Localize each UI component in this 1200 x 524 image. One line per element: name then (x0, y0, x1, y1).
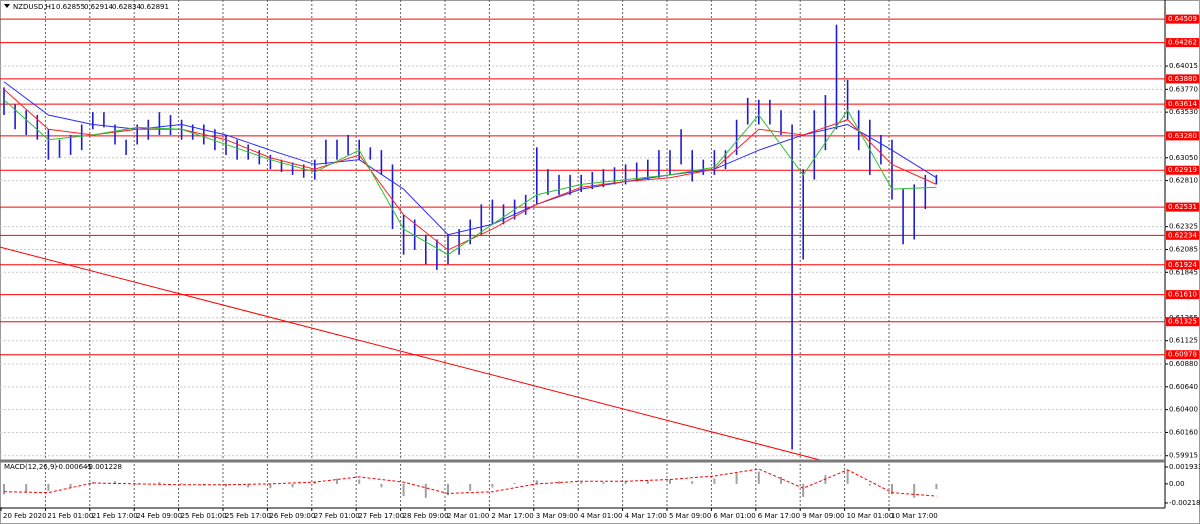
trend-line (0, 246, 821, 461)
y-tick-label: 0.63770 (1169, 85, 1198, 93)
x-tick-label: 25 Feb 17:00 (225, 512, 271, 520)
level-tag (1166, 260, 1199, 270)
level-label: 0.60978 (1168, 351, 1197, 359)
level-label: 0.64262 (1168, 39, 1197, 47)
level-tag (1166, 14, 1199, 24)
x-tick-label: 3 Mar 09:00 (536, 512, 578, 520)
level-tag (1166, 230, 1199, 240)
x-tick-label: 20 Feb 2020 (3, 512, 47, 520)
x-tick-label: 10 Mar 17:00 (891, 512, 938, 520)
plot-layer (0, 0, 1165, 508)
level-label: 0.63880 (1168, 75, 1197, 83)
level-label: 0.61610 (1168, 291, 1197, 299)
x-tick-label: 26 Feb 09:00 (269, 512, 315, 520)
macd-label: MACD(12,26,9) (4, 463, 57, 471)
level-tag (1166, 99, 1199, 109)
level-label: 0.62919 (1168, 166, 1197, 174)
x-tick-label: 4 Mar 01:00 (580, 512, 622, 520)
macd-tick-label: 0.001933 (1169, 463, 1200, 471)
y-tick-label: 0.63530 (1169, 108, 1198, 116)
y-tick-label: 0.62325 (1169, 223, 1198, 231)
y-tick-label: 0.60880 (1169, 360, 1198, 368)
x-tick-label: 21 Feb 01:00 (47, 512, 93, 520)
x-tick-label: 9 Mar 09:00 (802, 512, 844, 520)
ohlc-high: 0.62914 (84, 3, 113, 11)
ohlc-close: 0.62891 (140, 3, 169, 11)
x-tick-label: 27 Feb 17:00 (358, 512, 404, 520)
x-tick-label: 21 Feb 17:00 (92, 512, 138, 520)
x-tick-label: 10 Mar 01:00 (847, 512, 894, 520)
y-tick-label: 0.63050 (1169, 154, 1198, 162)
y-tick-label: 0.64015 (1169, 62, 1198, 70)
level-tag (1166, 74, 1199, 84)
x-tick-label: 6 Mar 01:00 (713, 512, 755, 520)
macd-signal-value: -0.001228 (86, 463, 122, 471)
x-tick-label: 27 Feb 01:00 (314, 512, 360, 520)
ohlc-low: 0.62834 (112, 3, 141, 11)
y-tick-label: 0.61845 (1169, 268, 1198, 276)
x-tick-label: 24 Feb 09:00 (136, 512, 182, 520)
macd-tick-label: 0.00 (1169, 480, 1185, 488)
symbol-icon (4, 4, 10, 8)
macd-value: -0.000645 (56, 463, 92, 471)
y-tick-label: 0.60400 (1169, 406, 1198, 414)
level-label: 0.63614 (1168, 100, 1197, 108)
level-tag (1166, 350, 1199, 360)
y-tick-label: 0.61125 (1169, 337, 1198, 345)
x-tick-label: 2 Mar 01:00 (447, 512, 489, 520)
level-tag (1166, 165, 1199, 175)
y-tick-label: 0.60640 (1169, 383, 1198, 391)
level-tag (1166, 131, 1199, 141)
macd-tick-label: -0.002184 (1169, 499, 1200, 507)
level-tag (1166, 290, 1199, 300)
level-label: 0.62531 (1168, 203, 1197, 211)
y-tick-label: 0.62810 (1169, 177, 1198, 185)
y-tick-label: 0.60160 (1169, 428, 1198, 436)
y-tick-label: 0.62085 (1169, 245, 1198, 253)
x-tick-label: 2 Mar 17:00 (491, 512, 533, 520)
x-tick-label: 4 Mar 17:00 (625, 512, 667, 520)
x-tick-label: 28 Feb 09:00 (403, 512, 449, 520)
level-label: 0.63280 (1168, 132, 1197, 140)
x-tick-label: 25 Feb 01:00 (181, 512, 227, 520)
level-tag (1166, 202, 1199, 212)
level-tag (1166, 38, 1199, 48)
level-label: 0.64509 (1168, 15, 1197, 23)
moving-average (3, 99, 937, 256)
x-tick-label: 5 Mar 09:00 (669, 512, 711, 520)
moving-average (3, 81, 937, 236)
level-label: 0.62234 (1168, 231, 1197, 239)
ohlc-open: 0.62855 (56, 3, 85, 11)
chart-title: NZDUSD,H1 (13, 3, 55, 11)
level-label: 0.61325 (1168, 318, 1197, 326)
y-tick-label: 0.59915 (1169, 452, 1198, 460)
macd-signal (3, 468, 937, 497)
level-label: 0.61924 (1168, 261, 1197, 269)
x-tick-label: 6 Mar 17:00 (758, 512, 800, 520)
level-tag (1166, 317, 1199, 327)
